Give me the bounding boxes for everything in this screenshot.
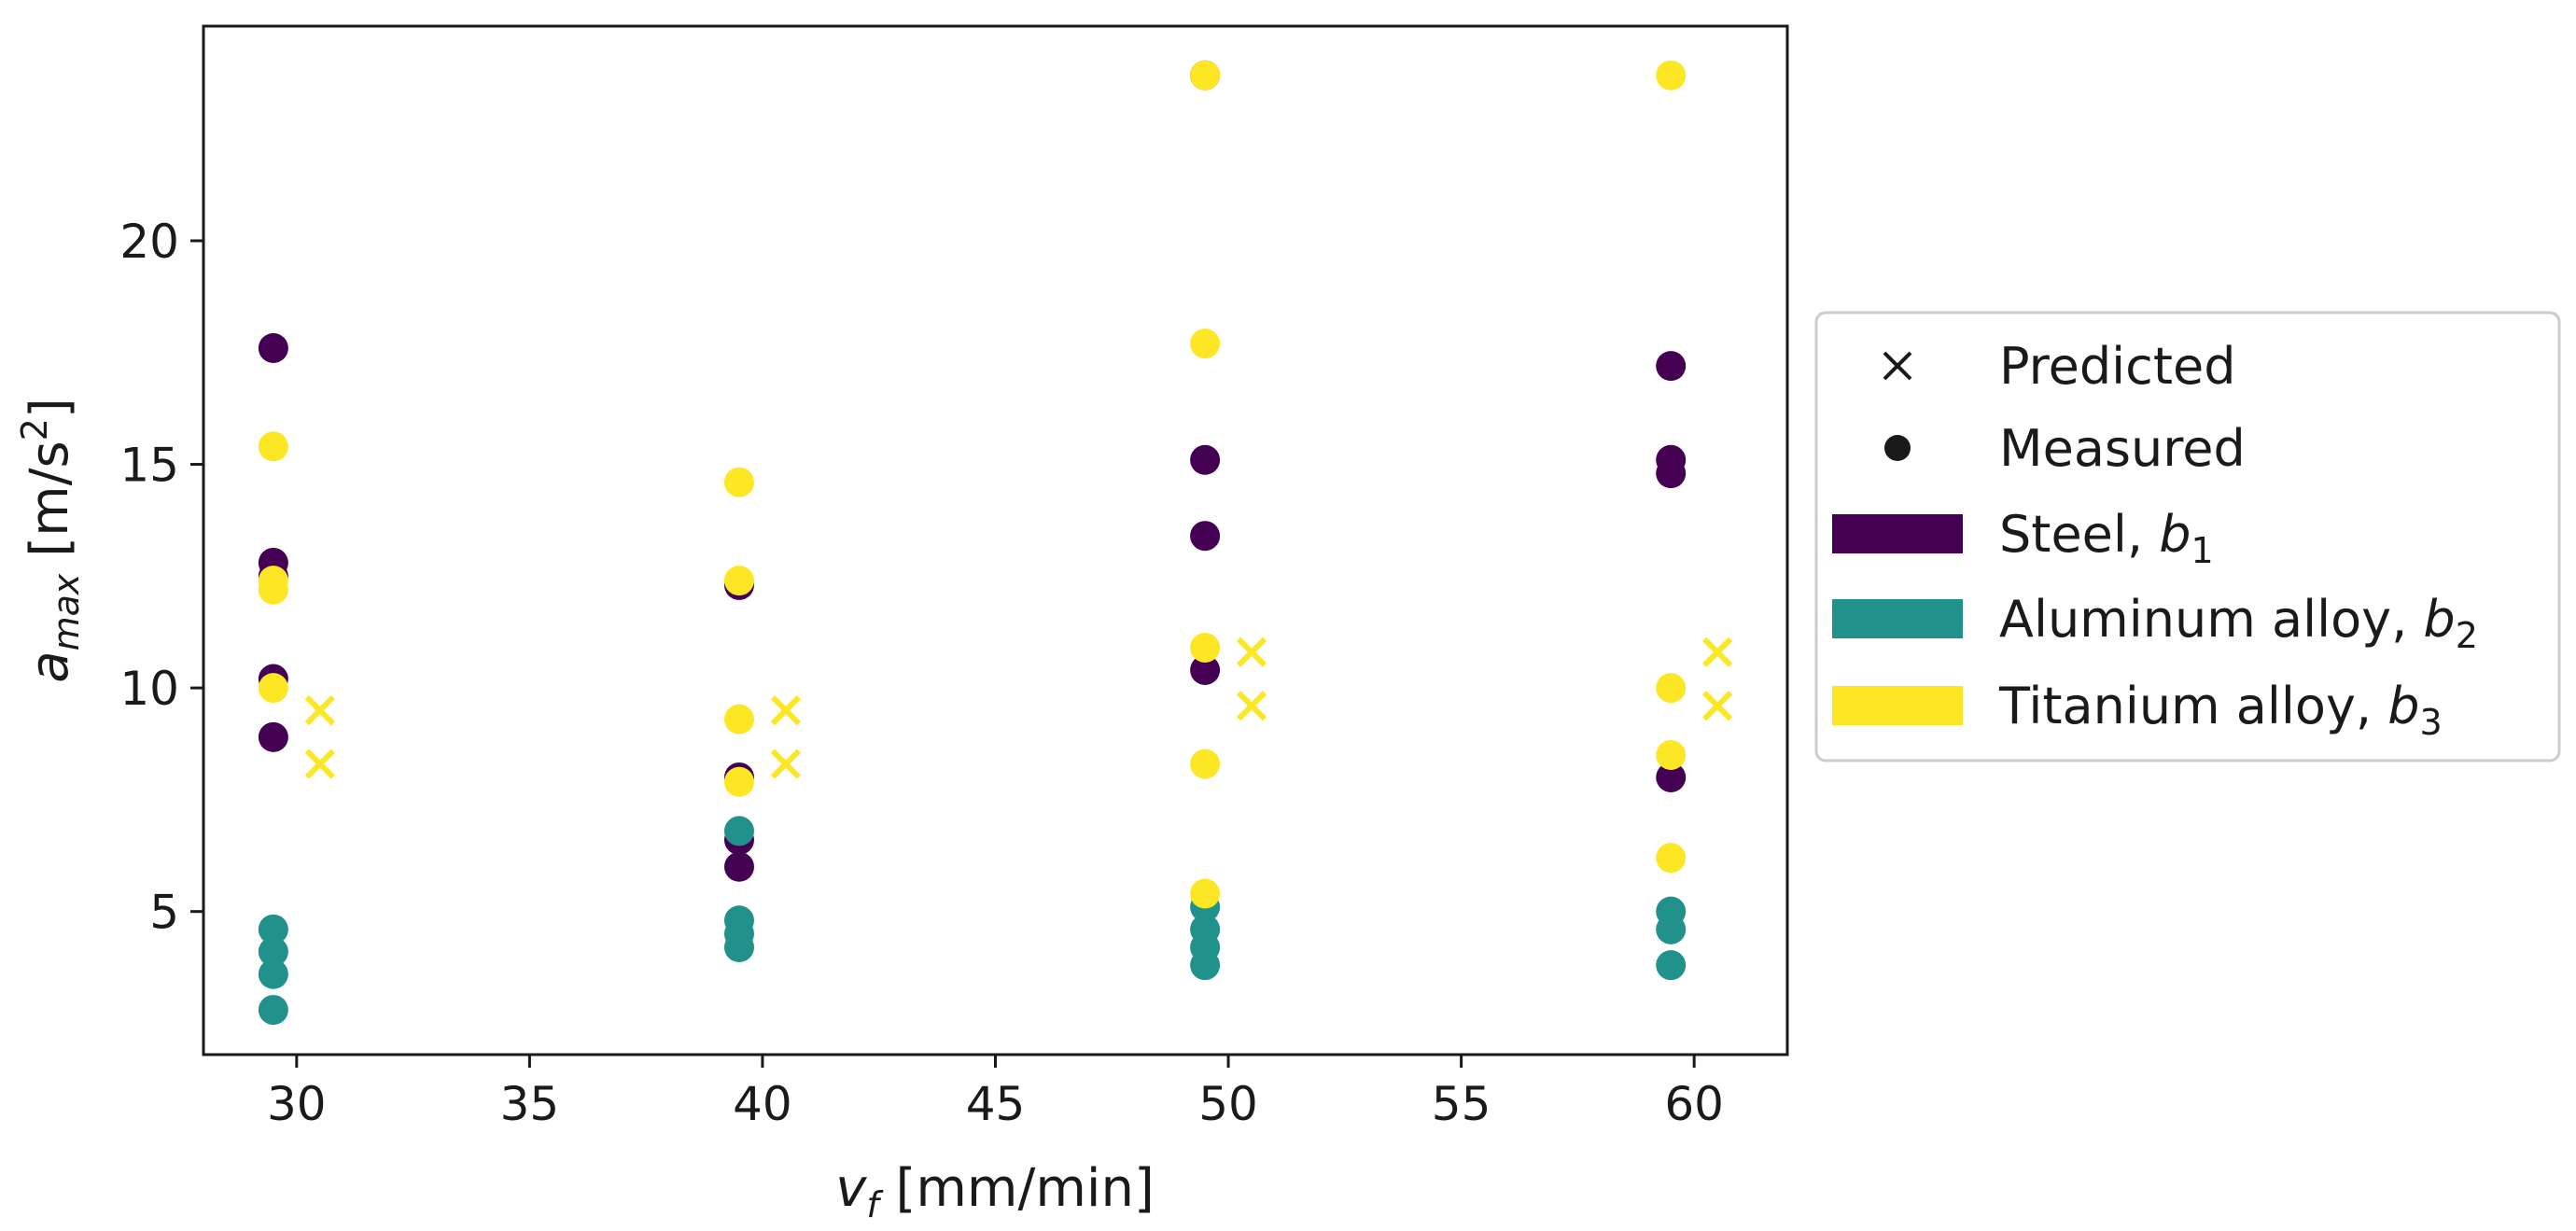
legend-swatch bbox=[1832, 599, 1963, 638]
y-tick-label: 5 bbox=[149, 886, 179, 940]
aluminum-alloy-point bbox=[258, 995, 288, 1026]
steel-point bbox=[1190, 444, 1221, 475]
y-tick-label: 20 bbox=[119, 215, 179, 269]
x-tick-label: 40 bbox=[733, 1077, 792, 1131]
y-tick-label: 15 bbox=[119, 439, 179, 493]
aluminum-alloy-point bbox=[1656, 950, 1687, 981]
tick-group: 30 35 40 45 50 55 60 5 10 15 20 bbox=[119, 215, 1724, 1131]
legend-item: Steel, b1 bbox=[1832, 505, 2214, 571]
steel-point bbox=[258, 721, 288, 752]
steel-point bbox=[1656, 351, 1687, 382]
y-tick-label: 10 bbox=[119, 662, 179, 716]
titanium-alloy-point bbox=[1190, 60, 1221, 91]
titanium-alloy-point bbox=[723, 467, 754, 497]
titanium-alloy-point bbox=[1190, 748, 1221, 779]
legend-item: Measured bbox=[1884, 419, 2246, 478]
legend-label: Aluminum alloy, b2 bbox=[1999, 590, 2478, 656]
titanium-alloy-point bbox=[1656, 843, 1687, 874]
titanium-alloy-point bbox=[1190, 878, 1221, 909]
x-tick-label: 45 bbox=[966, 1077, 1026, 1131]
titanium-alloy-point bbox=[258, 431, 288, 462]
legend-label: Steel, b1 bbox=[1999, 505, 2214, 571]
legend-item: Titanium alloy, b3 bbox=[1832, 677, 2443, 743]
predicted-point bbox=[1236, 691, 1267, 721]
legend-item: Aluminum alloy, b2 bbox=[1832, 590, 2478, 656]
aluminum-alloy-point bbox=[1190, 950, 1221, 981]
titanium-alloy-point bbox=[1656, 673, 1687, 704]
steel-point bbox=[258, 332, 288, 363]
aluminum-alloy-point bbox=[723, 932, 754, 963]
predicted-point bbox=[304, 694, 335, 726]
legend-measured-icon bbox=[1884, 435, 1911, 461]
aluminum-alloy-point bbox=[258, 936, 288, 967]
plot-frame bbox=[202, 24, 1789, 1056]
titanium-alloy-point bbox=[723, 704, 754, 734]
titanium-alloy-point bbox=[1656, 60, 1687, 91]
predicted-point bbox=[770, 748, 802, 779]
legend-label: Measured bbox=[1999, 419, 2246, 478]
x-tick-label: 50 bbox=[1198, 1077, 1258, 1131]
aluminum-alloy-point bbox=[723, 816, 754, 846]
titanium-alloy-point bbox=[723, 566, 754, 596]
legend-frame bbox=[1814, 311, 2561, 762]
titanium-alloy-point bbox=[723, 766, 754, 797]
titanium-alloy-point bbox=[258, 574, 288, 605]
legend-item: Predicted bbox=[1883, 337, 2236, 396]
predicted-point bbox=[304, 748, 335, 779]
steel-point bbox=[1190, 521, 1221, 552]
x-axis-label: vf [mm/min] bbox=[835, 1158, 1155, 1225]
legend-label: Predicted bbox=[1999, 337, 2236, 396]
predicted-point bbox=[1236, 636, 1267, 667]
legend-swatch bbox=[1832, 514, 1963, 553]
x-tick-label: 55 bbox=[1432, 1077, 1491, 1131]
steel-point bbox=[1656, 762, 1687, 792]
predicted-point bbox=[1702, 691, 1733, 721]
predicted-point bbox=[1702, 636, 1733, 667]
x-tick-label: 30 bbox=[267, 1077, 327, 1131]
titanium-alloy-point bbox=[258, 673, 288, 704]
steel-point bbox=[723, 851, 754, 882]
predicted-point bbox=[770, 694, 802, 726]
titanium-alloy-point bbox=[1190, 329, 1221, 359]
titanium-alloy-point bbox=[1190, 632, 1221, 663]
data-points bbox=[258, 60, 1733, 1026]
steel-point bbox=[1656, 458, 1687, 489]
legend: Predicted Measured Steel, b1 Aluminum alloy… bbox=[1814, 311, 2561, 762]
legend-swatch bbox=[1832, 686, 1963, 725]
x-tick-label: 35 bbox=[500, 1077, 560, 1131]
aluminum-alloy-point bbox=[258, 914, 288, 944]
aluminum-alloy-point bbox=[258, 958, 288, 989]
aluminum-alloy-point bbox=[1656, 914, 1687, 944]
x-tick-label: 60 bbox=[1664, 1077, 1724, 1131]
legend-label: Titanium alloy, b3 bbox=[1998, 677, 2443, 743]
titanium-alloy-point bbox=[1656, 739, 1687, 770]
steel-point bbox=[1190, 654, 1221, 685]
y-axis-label: amax [m/s2] bbox=[14, 398, 87, 682]
